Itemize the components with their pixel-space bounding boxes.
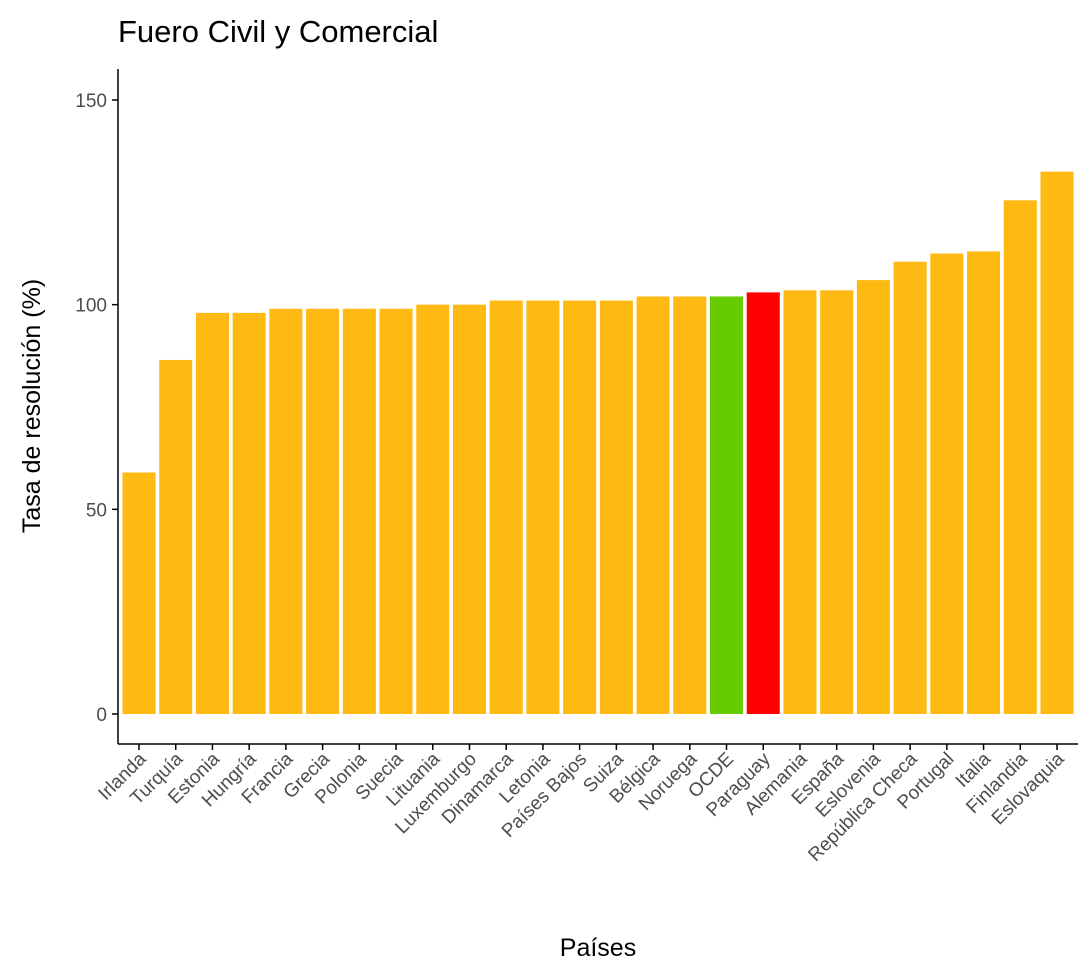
bar-finlandia [1003, 200, 1037, 715]
bar-suiza [599, 300, 633, 714]
bars-layer [122, 171, 1074, 715]
bar-irlanda [122, 472, 156, 714]
bar-españa [820, 290, 854, 714]
bar-paraguay [746, 292, 780, 714]
x-ticks: IrlandaTurquíaEstoniaHungríaFranciaGreci… [95, 744, 1069, 866]
x-axis-title: Países [560, 934, 636, 962]
y-ticks: 0 50 100 150 [75, 91, 118, 726]
bar-hungría [232, 312, 266, 714]
bar-suecia [379, 308, 413, 714]
bar-alemania [783, 290, 817, 714]
y-axis-title: Tasa de resolución (%) [18, 279, 46, 533]
y-tick-label: 50 [86, 500, 107, 521]
bar-italia [967, 251, 1001, 714]
bar-estonia [195, 312, 229, 714]
bar-portugal [930, 253, 964, 714]
bar-eslovenia [856, 280, 890, 714]
bar-luxemburgo [452, 304, 487, 714]
bar-bélgica [636, 296, 670, 714]
bar-ocde [710, 296, 744, 714]
bar-países-bajos [563, 300, 597, 714]
chart-title: Fuero Civil y Comercial [118, 14, 439, 49]
bar-letonia [526, 300, 560, 714]
bar-república-checa [893, 261, 927, 714]
bar-turquía [159, 359, 193, 714]
bar-grecia [306, 308, 340, 714]
bar-francia [269, 308, 303, 714]
bar-polonia [342, 308, 376, 714]
y-tick-label: 0 [96, 705, 107, 726]
bar-lituania [416, 304, 450, 714]
y-tick-label: 150 [75, 91, 107, 112]
axes-layer [117, 69, 1078, 745]
bar-dinamarca [489, 300, 523, 714]
y-tick-label: 100 [75, 296, 107, 317]
bar-noruega [673, 296, 707, 714]
bar-eslovaquia [1040, 171, 1074, 714]
